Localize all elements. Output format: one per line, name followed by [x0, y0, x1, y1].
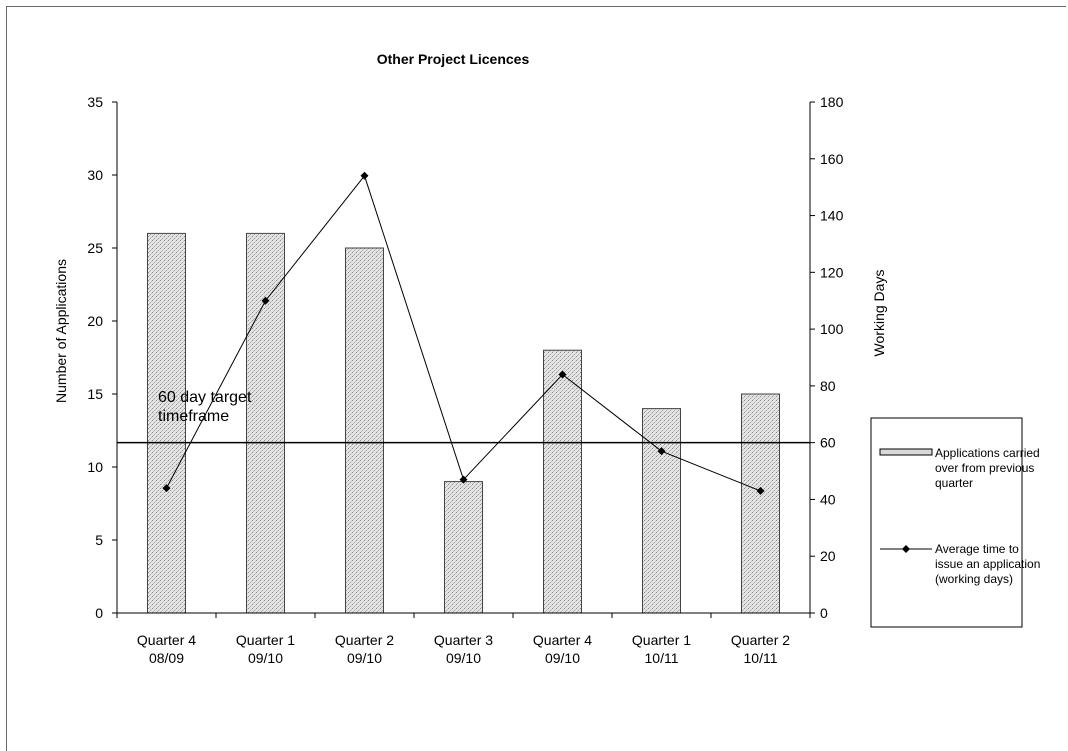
- y-axis-label-left: Number of Applications: [53, 259, 69, 403]
- y-tick-label-left: 0: [95, 605, 103, 621]
- y-tick-label-left: 10: [87, 459, 103, 475]
- y-axis-label-right: Working Days: [871, 270, 887, 357]
- target-label-line-1: 60 day target: [158, 389, 252, 406]
- x-tick-label: Quarter 4: [137, 632, 196, 648]
- x-tick-label: Quarter 3: [434, 632, 493, 648]
- line-point-7: [756, 486, 765, 495]
- x-tick-label: Quarter 2: [335, 632, 394, 648]
- y-tick-label-right: 40: [820, 491, 836, 507]
- y-tick-label-right: 80: [820, 378, 836, 394]
- x-tick-label: Quarter 4: [533, 632, 592, 648]
- bar-5: [543, 349, 582, 614]
- legend-bar-label-3: quarter: [935, 476, 973, 490]
- line-point-2: [261, 296, 270, 305]
- x-tick-label: 09/10: [347, 650, 382, 666]
- line-point-6: [657, 447, 666, 456]
- legend-bar-label-1: Applications carried: [935, 446, 1040, 460]
- y-tick-label-left: 30: [87, 167, 103, 183]
- legend-diamond-marker: [902, 545, 910, 553]
- y-tick-label-right: 20: [820, 548, 836, 564]
- legend-line-label-2: issue an application: [935, 557, 1040, 571]
- target-line-annotation: 60 day target timeframe: [158, 389, 252, 425]
- y-tick-label-left: 25: [87, 240, 103, 256]
- legend: Applications carried over from previous …: [870, 417, 1040, 628]
- bar-2: [246, 232, 285, 614]
- y-tick-label-right: 180: [820, 94, 844, 110]
- x-tick-label: 09/10: [248, 650, 283, 666]
- bar-7: [741, 393, 780, 614]
- x-tick-label: 10/11: [645, 650, 679, 666]
- line-point-4: [459, 475, 468, 484]
- x-tick-label: Quarter 2: [731, 632, 790, 648]
- y-tick-label-left: 20: [87, 313, 103, 329]
- legend-line-label-3: (working days): [935, 572, 1013, 586]
- line-point-3: [360, 171, 369, 180]
- bar-4: [444, 481, 483, 614]
- x-tick-label: Quarter 1: [632, 632, 691, 648]
- y-tick-label-left: 15: [87, 386, 103, 402]
- x-tick-label: 10/11: [744, 650, 778, 666]
- x-tick-label: Quarter 1: [236, 632, 295, 648]
- legend-line-label-1: Average time to: [935, 542, 1019, 556]
- y-tick-label-right: 140: [820, 208, 844, 224]
- y-tick-label-left: 5: [95, 532, 103, 548]
- y-tick-label-right: 120: [820, 264, 844, 280]
- bar-6: [642, 408, 681, 614]
- chart-frame: [6, 6, 1066, 751]
- bar-3: [345, 247, 384, 614]
- bar-1: [147, 232, 186, 614]
- x-tick-label: 08/09: [149, 650, 184, 666]
- x-tick-label: 09/10: [545, 650, 580, 666]
- line-point-1: [162, 484, 171, 493]
- chart-title: Other Project Licences: [377, 51, 530, 67]
- legend-bar-label-2: over from previous: [935, 461, 1034, 475]
- x-tick-label: 09/10: [446, 650, 481, 666]
- legend-bar-swatch: [879, 448, 933, 456]
- y-tick-label-right: 100: [820, 321, 844, 337]
- y-tick-label-right: 60: [820, 435, 836, 451]
- y-tick-label-right: 0: [820, 605, 828, 621]
- y-tick-label-right: 160: [820, 151, 844, 167]
- target-label-line-2: timeframe: [158, 408, 229, 425]
- line-point-5: [558, 370, 567, 379]
- y-tick-label-left: 35: [87, 94, 103, 110]
